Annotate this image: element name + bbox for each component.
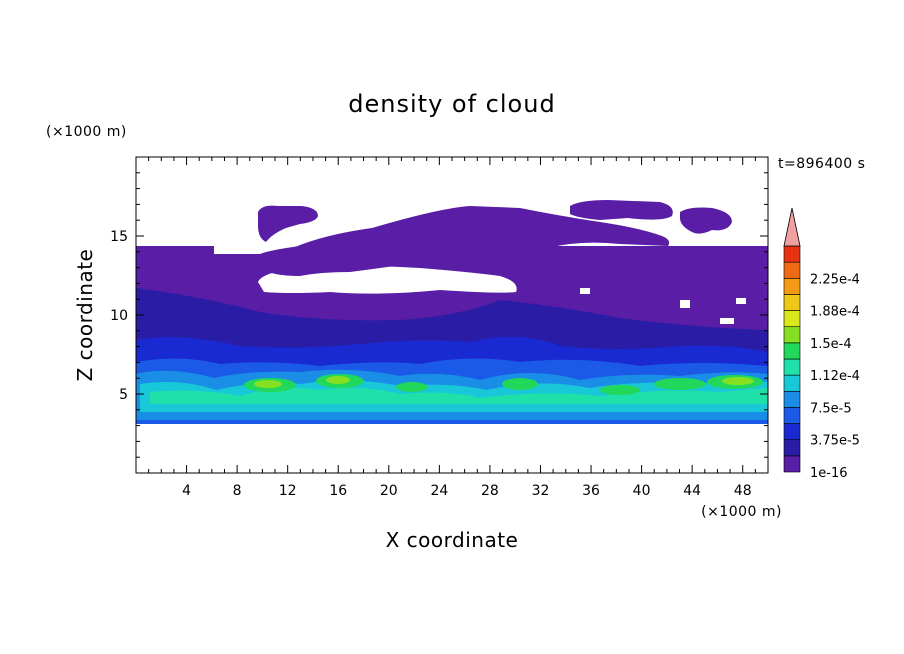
colorbar-label: 2.25e-4 <box>810 272 860 287</box>
colorbar: 1e-16 3.75e-5 7.5e-5 1.12e-4 1.5e-4 1.88e-4 2.… <box>783 207 860 481</box>
colorbar-label: 1e-16 <box>810 466 848 481</box>
layer-7 <box>150 387 768 404</box>
x-tick-label: 32 <box>532 483 550 499</box>
colorbar-label: 1.12e-4 <box>810 369 860 384</box>
clear-gap-2 <box>720 318 734 324</box>
y-tick-label: 5 <box>119 387 128 403</box>
x-tick-label: 8 <box>233 483 242 499</box>
time-label: t=896400 s <box>778 156 865 172</box>
x-tick-label: 40 <box>633 483 651 499</box>
x-tick-label: 48 <box>734 483 752 499</box>
dense-cores <box>244 374 763 395</box>
colorbar-swatch <box>783 310 801 328</box>
x-tick-label: 16 <box>329 483 347 499</box>
colorbar-swatch <box>783 294 801 311</box>
cloud-density-field <box>136 200 768 424</box>
colorbar-swatch <box>783 390 801 408</box>
colorbar-swatch <box>783 326 801 344</box>
x-tick-label: 4 <box>182 483 191 499</box>
colorbar-swatch <box>783 358 801 376</box>
high-cloud-far-right <box>680 207 732 234</box>
clear-gap-3 <box>736 298 746 304</box>
colorbar-label: 3.75e-5 <box>810 434 860 449</box>
colorbar-label: 1.88e-4 <box>810 305 860 320</box>
chart-title: density of cloud <box>348 90 555 118</box>
x-tick-label: 20 <box>380 483 398 499</box>
clear-gap-4 <box>680 300 690 308</box>
colorbar-label: 1.5e-4 <box>810 337 852 352</box>
x-tick-label: 36 <box>582 483 600 499</box>
y-tick-label: 15 <box>110 229 128 245</box>
colorbar-swatch <box>783 342 801 360</box>
y-axis-unit: (×1000 m) <box>46 124 127 140</box>
y-tick-label: 10 <box>110 308 128 324</box>
x-tick-label: 28 <box>481 483 499 499</box>
y-axis-label: Z coordinate <box>73 249 97 382</box>
y-axis-ticks: 5 10 15 <box>110 172 768 458</box>
high-cloud-right <box>570 200 673 220</box>
x-axis-ticks: 4 8 12 16 20 24 28 32 36 40 44 48 <box>148 157 756 499</box>
colorbar-swatch <box>783 455 801 473</box>
colorbar-swatch <box>783 423 801 441</box>
x-tick-label: 44 <box>683 483 701 499</box>
colorbar-swatch <box>783 374 801 392</box>
clear-gap-5 <box>580 288 590 294</box>
colorbar-swatch <box>783 245 801 263</box>
colorbar-swatch <box>783 261 801 279</box>
colorbar-swatch <box>783 277 801 295</box>
x-tick-label: 12 <box>279 483 297 499</box>
colorbar-swatch <box>783 407 801 424</box>
colorbar-swatch <box>783 439 801 457</box>
x-tick-label: 24 <box>430 483 448 499</box>
x-axis-unit: (×1000 m) <box>701 504 782 520</box>
x-axis-label: X coordinate <box>386 528 519 552</box>
colorbar-label: 7.5e-5 <box>810 401 852 416</box>
high-cloud-left <box>258 205 318 242</box>
colorbar-extend-arrow <box>783 207 801 247</box>
